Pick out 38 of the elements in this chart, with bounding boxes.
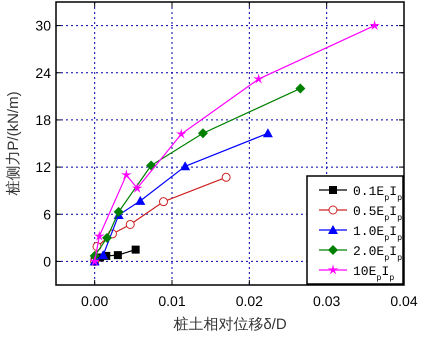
x-tick-label: 0.00 <box>81 293 109 309</box>
legend-label: 10E$_{p}$I$_{p}$ <box>353 264 394 283</box>
x-tick-label: 0.02 <box>236 293 264 309</box>
point <box>121 169 132 180</box>
y-tick-label: 30 <box>35 18 52 34</box>
point <box>132 246 140 254</box>
point <box>198 128 208 138</box>
point <box>114 206 124 217</box>
point <box>369 20 380 30</box>
point <box>146 160 156 171</box>
x-tick-label: 0.03 <box>313 293 341 309</box>
point <box>126 220 135 229</box>
legend-label: 0.5E$_{p}$I$_{p}$ <box>353 204 402 223</box>
point <box>98 250 108 260</box>
point <box>295 83 306 94</box>
point <box>253 73 264 84</box>
point <box>94 230 105 241</box>
x-axis-title: 桩土相对位移δ/D <box>172 316 287 333</box>
legend-label: 0.1E$_{p}$I$_{p}$ <box>353 184 402 203</box>
legend-label: 2.0E$_{p}$I$_{p}$ <box>353 244 402 263</box>
y-tick-label: 12 <box>35 159 52 176</box>
y-tick-label: 18 <box>35 112 52 128</box>
y-axis-title: 桩侧力P/(kN/m) <box>5 91 22 197</box>
x-tick-label: 0.01 <box>158 293 186 309</box>
point <box>176 128 187 139</box>
point <box>135 196 146 205</box>
point <box>158 197 168 206</box>
point <box>222 172 231 182</box>
point <box>180 161 190 170</box>
y-tick-label: 0 <box>43 253 52 270</box>
point <box>262 128 273 138</box>
point <box>132 182 143 193</box>
legend-label: 1.0E$_{p}$I$_{p}$ <box>353 224 402 243</box>
point <box>114 251 122 260</box>
y-tick-label: 6 <box>43 206 52 222</box>
y-tick-label: 24 <box>35 64 52 81</box>
point <box>102 232 112 243</box>
x-tick-label: 0.04 <box>390 293 418 309</box>
